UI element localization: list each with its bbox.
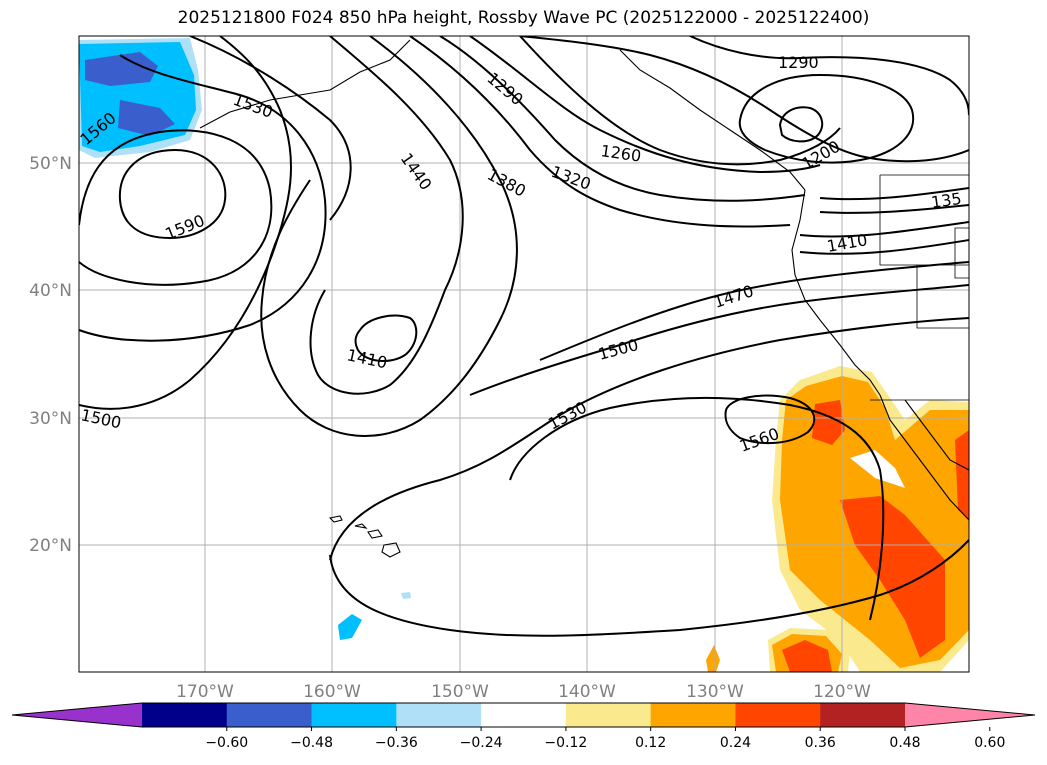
contour-1560-e (724, 394, 816, 445)
contour-1260-ring (689, 36, 969, 116)
lat-label: 40°N (29, 281, 72, 301)
lon-label: 140°W (558, 682, 616, 702)
positive-anomaly-patch (782, 640, 832, 672)
colorbar-tick-label: 0.12 (635, 735, 666, 751)
contour-1500-e (469, 284, 969, 396)
border-lines (870, 174, 969, 401)
colorbar-tick-label: −0.12 (544, 735, 587, 751)
anomaly-gap (850, 450, 905, 488)
contour-1560-south (509, 396, 885, 621)
colorbar-swatch (735, 703, 821, 727)
negative-anomaly-strong (85, 52, 158, 86)
contour-1380 (409, 36, 791, 228)
contour-1470-low (260, 36, 518, 437)
colorbar-tick-label: 0.36 (805, 735, 836, 751)
lon-label: 170°W (176, 682, 234, 702)
height-contours (79, 36, 969, 637)
contour-1530-e (329, 317, 969, 561)
colorbar-swatch (481, 703, 567, 727)
colorbar-outline (11, 702, 1036, 728)
contour-1380-e (819, 204, 969, 214)
colorbar-tick-label: −0.24 (460, 735, 503, 751)
contour-1530-nw (79, 54, 327, 342)
colorbar: −0.60 −0.48 −0.36 −0.24 −0.12 0.12 0.24 0.36 0.4… (11, 702, 1036, 751)
lat-label: 30°N (29, 409, 72, 429)
contour-1440-e (799, 239, 969, 255)
colorbar-tick-label: −0.48 (290, 735, 333, 751)
contour-1290-a (469, 36, 821, 174)
lon-label: 160°W (303, 682, 361, 702)
contour-1200 (778, 106, 824, 143)
colorbar-tick-label: 0.60 (974, 735, 1005, 751)
colorbar-swatch (565, 703, 652, 727)
contour-label: 1290 (778, 53, 819, 72)
lon-label: 120°W (813, 682, 871, 702)
lat-label: 20°N (29, 536, 72, 556)
latitude-labels: 50°N 40°N 30°N 20°N (29, 154, 72, 556)
longitude-labels: 170°W 160°W 150°W 140°W 130°W 120°W (176, 682, 871, 702)
colorbar-extend-max (905, 703, 1035, 727)
positive-anomaly-strong (955, 430, 969, 520)
positive-anomaly-patch (706, 645, 720, 672)
anomaly-shading (79, 38, 969, 672)
contour-label: 135 (930, 189, 963, 212)
colorbar-swatch (650, 703, 736, 727)
lat-label: 50°N (29, 154, 72, 174)
contour-1230 (738, 73, 915, 164)
map-title: 2025121800 F024 850 hPa height, Rossby W… (177, 8, 870, 28)
colorbar-swatch (142, 703, 228, 727)
colorbar-swatch (311, 703, 397, 727)
hawaii-islands (328, 515, 401, 558)
contour-1590 (118, 148, 227, 240)
us-west-coast (791, 189, 881, 396)
negative-anomaly-spot (338, 614, 362, 640)
negative-anomaly-strong (118, 100, 175, 136)
alaska-coast (199, 39, 411, 129)
negative-anomaly-spot (401, 592, 411, 599)
contour-1410-low (354, 314, 418, 362)
colorbar-tick-label: 0.24 (720, 735, 751, 751)
lon-label: 130°W (686, 682, 744, 702)
colorbar-tick-label: 0.48 (889, 735, 920, 751)
positive-anomaly-strong (840, 496, 945, 658)
plot-frame (78, 35, 970, 673)
contour-1410 (799, 221, 969, 238)
contour-1290-b (519, 36, 969, 163)
contour-1530-south (329, 539, 969, 637)
mexico-coast (904, 399, 969, 471)
coastlines (199, 39, 969, 558)
baja-coast (879, 394, 969, 521)
contour-1440-low (309, 36, 464, 395)
contour-1470 (539, 261, 969, 361)
colorbar-extend-min (12, 703, 142, 727)
lon-label: 150°W (431, 682, 489, 702)
colorbar-swatch (396, 703, 482, 727)
colorbar-swatch (226, 703, 313, 727)
positive-anomaly-strong (812, 400, 845, 445)
contour-1470-west (189, 36, 352, 221)
colorbar-tick-label: −0.60 (205, 735, 248, 751)
contour-1260 (519, 36, 841, 166)
contour-1320 (439, 36, 806, 202)
bc-coast (619, 49, 806, 191)
colorbar-tick-label: −0.36 (375, 735, 418, 751)
contour-1560-nw (79, 129, 273, 286)
colorbar-swatch (820, 703, 906, 727)
contour-1350 (819, 187, 969, 201)
